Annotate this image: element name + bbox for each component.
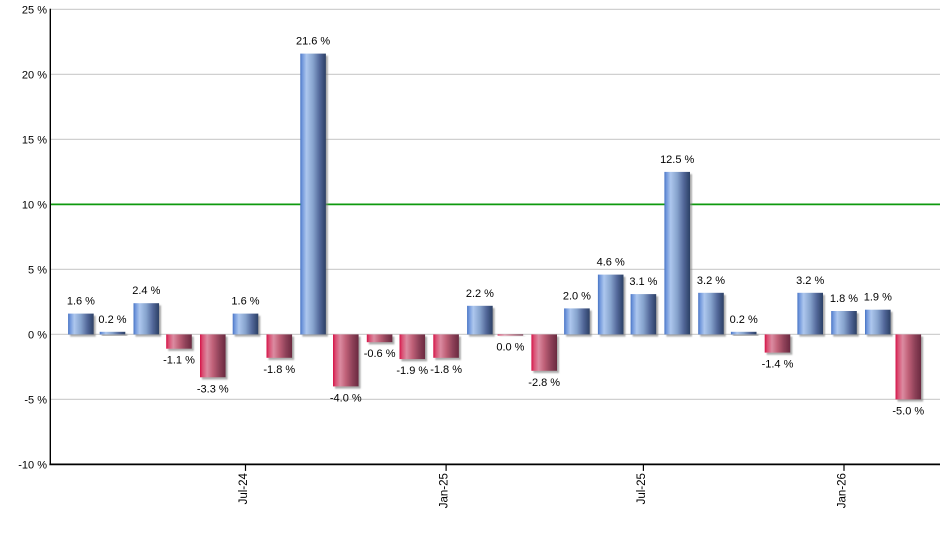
svg-text:1.8 %: 1.8 % [830, 293, 858, 305]
svg-text:3.1 %: 3.1 % [629, 276, 657, 288]
svg-text:0.2 %: 0.2 % [730, 314, 758, 326]
svg-text:15 %: 15 % [22, 134, 47, 146]
svg-text:-5.0 %: -5.0 % [892, 405, 924, 417]
svg-text:-1.4 %: -1.4 % [762, 359, 794, 371]
svg-text:-1.9 %: -1.9 % [396, 365, 428, 377]
svg-text:0 %: 0 % [28, 329, 47, 341]
svg-text:10 %: 10 % [22, 199, 47, 211]
svg-text:1.6 %: 1.6 % [67, 296, 95, 308]
svg-text:Jan-26: Jan-26 [837, 473, 849, 508]
svg-text:21.6 %: 21.6 % [296, 36, 330, 48]
svg-text:-0.6 %: -0.6 % [364, 348, 396, 360]
svg-text:2.0 %: 2.0 % [563, 290, 591, 302]
svg-text:2.2 %: 2.2 % [466, 288, 494, 300]
svg-text:-1.8 %: -1.8 % [430, 364, 462, 376]
svg-text:0.0 %: 0.0 % [496, 342, 524, 354]
svg-text:-1.8 %: -1.8 % [263, 364, 295, 376]
svg-text:12.5 %: 12.5 % [660, 154, 694, 166]
svg-text:-1.1 %: -1.1 % [163, 355, 195, 367]
svg-text:-5 %: -5 % [24, 394, 47, 406]
svg-text:3.2 %: 3.2 % [796, 275, 824, 287]
svg-text:0.2 %: 0.2 % [98, 314, 126, 326]
svg-text:-4.0 %: -4.0 % [330, 392, 362, 404]
svg-text:-10 %: -10 % [18, 459, 47, 471]
svg-text:3.2 %: 3.2 % [697, 275, 725, 287]
svg-text:25 %: 25 % [22, 4, 47, 16]
svg-text:5 %: 5 % [28, 264, 47, 276]
svg-text:-3.3 %: -3.3 % [197, 383, 229, 395]
svg-text:Jul-24: Jul-24 [238, 473, 250, 505]
svg-text:Jan-25: Jan-25 [439, 473, 451, 508]
svg-text:Jul-25: Jul-25 [636, 473, 648, 504]
svg-text:2.4 %: 2.4 % [132, 285, 160, 297]
svg-text:1.6 %: 1.6 % [231, 296, 259, 308]
svg-text:20 %: 20 % [22, 69, 47, 81]
svg-text:4.6 %: 4.6 % [597, 257, 625, 269]
svg-text:-2.8 %: -2.8 % [528, 377, 560, 389]
svg-text:1.9 %: 1.9 % [864, 292, 892, 304]
